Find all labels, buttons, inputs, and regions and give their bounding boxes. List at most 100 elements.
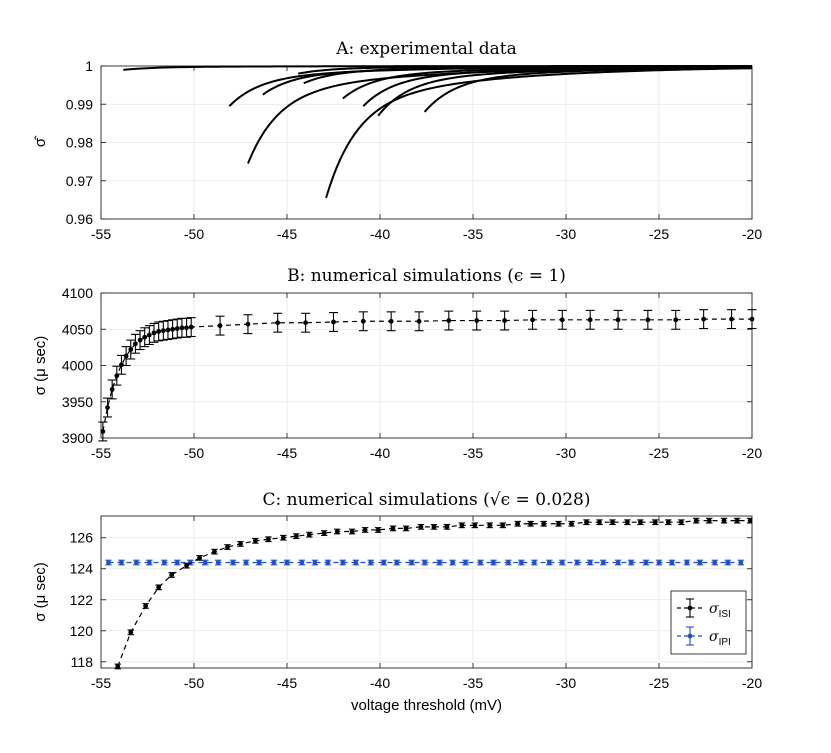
data-point	[559, 560, 565, 565]
data-point	[474, 318, 480, 323]
x-tick-label: -35	[463, 445, 483, 461]
y-tick-label: 124	[70, 561, 94, 577]
data-point	[128, 629, 134, 635]
data-point	[156, 329, 162, 334]
data-point	[491, 560, 496, 565]
x-tick-label: -40	[370, 445, 390, 461]
data-point	[574, 560, 580, 565]
x-axis-label: voltage threshold (mV)	[351, 697, 502, 714]
data-point	[684, 560, 690, 565]
x-tick-label: -45	[277, 445, 297, 461]
data-point	[146, 560, 152, 565]
x-tick-label: -30	[556, 675, 576, 691]
data-point	[334, 529, 340, 534]
data-point	[119, 560, 124, 565]
data-point	[500, 522, 506, 528]
data-point	[156, 584, 162, 590]
data-point	[100, 429, 106, 434]
data-point	[179, 325, 185, 331]
data-point	[600, 560, 606, 565]
y-tick-label: 0.96	[66, 211, 93, 227]
data-line-trace-11	[297, 65, 752, 75]
data-point	[418, 524, 424, 530]
x-tick-label: -20	[742, 675, 762, 691]
series-sigma	[98, 309, 757, 442]
data-point	[587, 317, 593, 323]
x-tick-label: -50	[184, 445, 204, 461]
data-point	[478, 560, 483, 565]
data-point	[106, 560, 111, 565]
data-point	[245, 321, 251, 327]
data-point	[515, 521, 521, 527]
plot-area	[101, 516, 752, 668]
x-tick-label: -40	[370, 675, 390, 691]
data-point	[530, 317, 535, 323]
x-tick-label: -45	[277, 675, 297, 691]
data-point	[280, 535, 286, 541]
data-point	[749, 316, 755, 322]
data-point	[531, 560, 537, 565]
legend-marker	[687, 633, 693, 639]
data-point	[375, 527, 381, 533]
x-tick-label: -55	[91, 445, 111, 461]
data-point	[409, 560, 415, 565]
data-point	[368, 560, 374, 565]
y-tick-label: 4050	[62, 321, 93, 337]
x-tick-label: -40	[370, 226, 390, 242]
legend: σISI σIPI	[670, 590, 747, 655]
legend-label: σIPI	[709, 629, 731, 648]
data-point	[624, 519, 630, 525]
data-point	[422, 560, 428, 565]
data-point	[643, 560, 649, 565]
data-point	[706, 518, 712, 524]
data-point	[502, 318, 508, 323]
data-point	[174, 326, 180, 331]
data-point	[725, 560, 731, 565]
data-point	[174, 560, 180, 565]
data-point	[652, 519, 658, 525]
chart-title: C: numerical simulations (√ϵ = 0.028)	[263, 490, 591, 510]
data-point	[169, 572, 175, 578]
data-point	[463, 560, 468, 565]
y-tick-label: 0.98	[66, 135, 93, 151]
data-point	[143, 603, 149, 609]
x-tick-label: -25	[649, 226, 669, 242]
data-point	[161, 560, 167, 565]
data-point	[528, 521, 534, 527]
data-point	[230, 560, 236, 565]
data-point	[133, 341, 138, 347]
data-point	[165, 327, 171, 333]
data-point	[669, 560, 675, 565]
data-point	[349, 529, 355, 534]
data-point	[215, 560, 221, 565]
chart-title: A: experimental data	[335, 39, 516, 59]
y-tick-label: 118	[71, 654, 94, 670]
data-point	[729, 316, 734, 322]
data-point	[701, 316, 707, 322]
data-point	[518, 560, 524, 565]
data-point	[142, 334, 148, 340]
series-σIPI	[105, 559, 745, 566]
panel-a: -55 -50 -45 -40 -35 -30 -25 -20 0.96 0.97 0.98 0.99…	[32, 39, 762, 242]
data-line-trace-10	[423, 66, 752, 113]
traces	[123, 65, 752, 199]
panel-b: -55 -50 -45 -40 -35 -30 -25 -20 3900 3950 4000 4050…	[32, 266, 762, 461]
legend-label: σISI	[709, 601, 731, 620]
data-point	[693, 518, 699, 524]
data-point	[212, 549, 217, 555]
data-point	[381, 560, 387, 565]
x-tick-label: -45	[277, 226, 297, 242]
data-point	[597, 519, 602, 525]
data-point	[747, 518, 752, 524]
data-point	[105, 405, 110, 410]
data-point	[459, 522, 465, 528]
axes-box	[100, 515, 753, 669]
data-point	[556, 521, 561, 527]
data-point	[252, 538, 258, 544]
data-point	[628, 560, 634, 565]
series-line	[102, 318, 752, 432]
x-tick-label: -35	[463, 226, 483, 242]
x-tick-label: -50	[184, 675, 204, 691]
data-point	[450, 560, 455, 565]
panel-c: -55 -50 -45 -40 -35 -30 -25 -20 118 120 122 124 126 C…	[32, 490, 762, 714]
